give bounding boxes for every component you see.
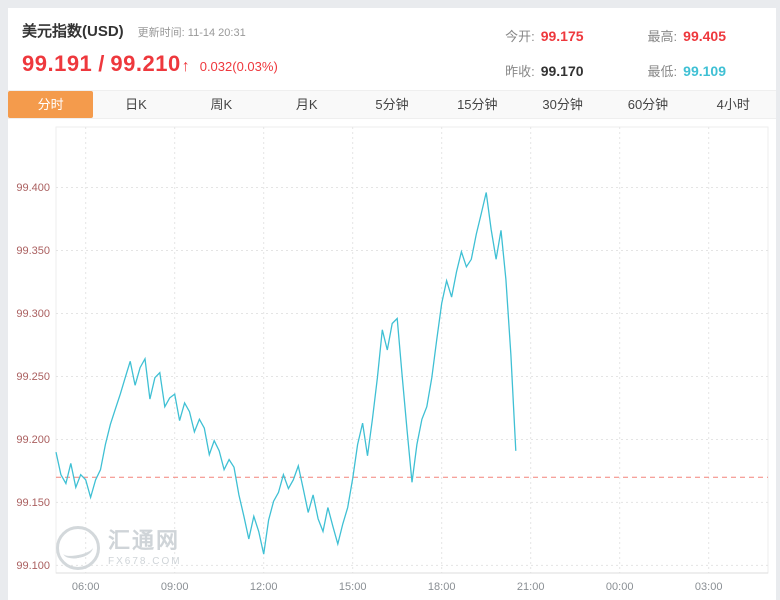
svg-text:00:00: 00:00	[606, 581, 634, 593]
price-separator: /	[98, 51, 105, 76]
stat-value: 99.405	[683, 28, 726, 44]
tab-period-8[interactable]: 4小时	[716, 97, 750, 112]
up-arrow-icon: ↑	[181, 58, 190, 75]
stat-value: 99.109	[683, 63, 726, 79]
period-tabbar: 分时 日K 周K 月K 5分钟 15分钟 30分钟 60分钟 4小时	[8, 90, 776, 119]
stat-3: 最低: 99.109	[648, 61, 726, 80]
tab-period-5[interactable]: 15分钟	[457, 97, 498, 112]
tab-period-4[interactable]: 5分钟	[375, 97, 409, 112]
svg-text:12:00: 12:00	[250, 581, 278, 593]
svg-text:99.250: 99.250	[16, 371, 50, 383]
svg-text:99.350: 99.350	[16, 245, 50, 257]
quote-header-left: 美元指数(USD) 更新时间: 11-14 20:31 99.191 / 99.…	[22, 20, 278, 80]
stat-1: 最高: 99.405	[648, 26, 726, 45]
svg-text:99.400: 99.400	[16, 182, 50, 194]
title-row: 美元指数(USD) 更新时间: 11-14 20:31	[22, 20, 278, 41]
quote-header: 美元指数(USD) 更新时间: 11-14 20:31 99.191 / 99.…	[8, 8, 776, 86]
price-change: 0.032(0.03%)	[199, 59, 278, 74]
instrument-title: 美元指数(USD)	[22, 23, 124, 40]
stat-value: 99.175	[540, 28, 584, 44]
stat-0: 今开: 99.175	[505, 26, 583, 45]
svg-text:99.100: 99.100	[16, 560, 50, 572]
stat-value: 99.170	[540, 63, 584, 79]
tab-period-2[interactable]: 周K	[210, 97, 233, 112]
svg-text:21:00: 21:00	[517, 581, 545, 593]
stat-label: 最高:	[647, 29, 678, 44]
tab-period-7[interactable]: 60分钟	[627, 97, 669, 112]
tab-period-3[interactable]: 月K	[295, 97, 318, 112]
svg-text:03:00: 03:00	[695, 581, 723, 593]
stat-label: 今开:	[505, 29, 535, 44]
price-second: 99.210	[110, 51, 181, 76]
price-row: 99.191 / 99.210 ↑ 0.032(0.03%)	[22, 51, 278, 77]
tab-period-1[interactable]: 日K	[125, 97, 147, 112]
svg-text:99.200: 99.200	[16, 434, 50, 446]
chart-area: 99.100 99.150 99.200 99.250 99.300 99.350 99.4…	[8, 119, 776, 600]
svg-text:99.300: 99.300	[16, 308, 50, 320]
svg-text:18:00: 18:00	[428, 581, 456, 593]
svg-text:09:00: 09:00	[161, 581, 189, 593]
quote-card: 美元指数(USD) 更新时间: 11-14 20:31 99.191 / 99.…	[8, 8, 776, 600]
price-line-chart[interactable]: 99.100 99.150 99.200 99.250 99.300 99.350 99.4…	[8, 119, 776, 599]
svg-text:15:00: 15:00	[339, 581, 367, 593]
tab-period-0[interactable]: 分时	[8, 91, 94, 118]
stat-2: 昨收: 99.170	[505, 61, 583, 80]
quote-stats: 今开: 99.175 最高: 99.405 昨收: 99.170 最低: 99.109	[505, 26, 726, 80]
tab-period-6[interactable]: 30分钟	[542, 97, 583, 112]
stat-label: 最低:	[647, 64, 678, 79]
update-time: 更新时间: 11-14 20:31	[137, 27, 246, 39]
svg-text:99.150: 99.150	[16, 497, 50, 509]
stat-label: 昨收:	[505, 64, 535, 79]
svg-text:06:00: 06:00	[72, 581, 100, 593]
price-main: 99.191	[22, 51, 93, 76]
